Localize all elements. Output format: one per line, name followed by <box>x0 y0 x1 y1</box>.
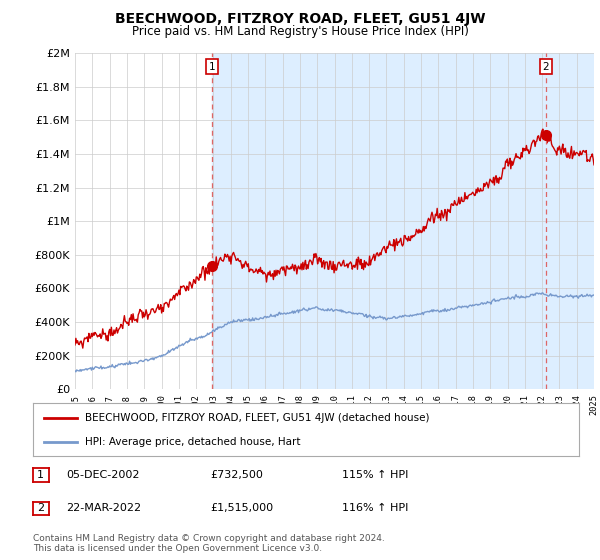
Text: 1: 1 <box>37 470 44 480</box>
Text: Price paid vs. HM Land Registry's House Price Index (HPI): Price paid vs. HM Land Registry's House … <box>131 25 469 38</box>
Text: Contains HM Land Registry data © Crown copyright and database right 2024.
This d: Contains HM Land Registry data © Crown c… <box>33 534 385 553</box>
Text: HPI: Average price, detached house, Hart: HPI: Average price, detached house, Hart <box>85 437 301 447</box>
Text: BEECHWOOD, FITZROY ROAD, FLEET, GU51 4JW: BEECHWOOD, FITZROY ROAD, FLEET, GU51 4JW <box>115 12 485 26</box>
Text: 1: 1 <box>209 62 215 72</box>
Text: £732,500: £732,500 <box>210 470 263 480</box>
Text: 22-MAR-2022: 22-MAR-2022 <box>66 503 141 514</box>
Text: £1,515,000: £1,515,000 <box>210 503 273 514</box>
Text: BEECHWOOD, FITZROY ROAD, FLEET, GU51 4JW (detached house): BEECHWOOD, FITZROY ROAD, FLEET, GU51 4JW… <box>85 413 430 423</box>
Text: 116% ↑ HPI: 116% ↑ HPI <box>342 503 409 514</box>
Text: 115% ↑ HPI: 115% ↑ HPI <box>342 470 409 480</box>
Text: 2: 2 <box>37 503 44 514</box>
Text: 2: 2 <box>542 62 549 72</box>
Text: 05-DEC-2002: 05-DEC-2002 <box>66 470 139 480</box>
Bar <box>212 53 594 389</box>
